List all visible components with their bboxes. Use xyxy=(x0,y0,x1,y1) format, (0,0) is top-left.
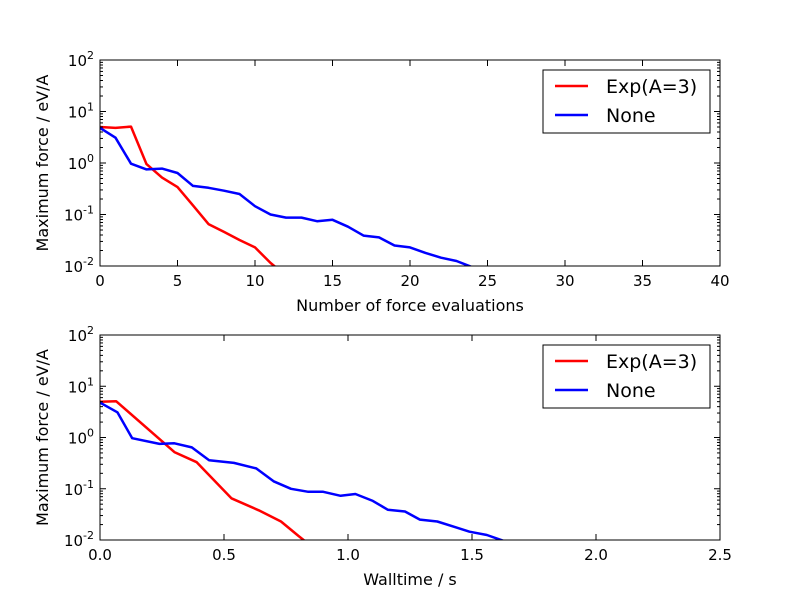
x-axis-label: Number of force evaluations xyxy=(296,296,524,315)
series-line-exp-a-3- xyxy=(100,125,277,266)
legend: Exp(A=3) None xyxy=(542,69,711,134)
x-tick-label: 1.5 xyxy=(460,546,484,564)
x-axis-label: Walltime / s xyxy=(363,570,457,589)
legend-label: None xyxy=(606,105,656,127)
x-tick-label: 10 xyxy=(245,272,264,290)
y-tick-label: 102 xyxy=(68,324,94,345)
y-tick-label: 101 xyxy=(68,101,94,122)
y-tick-label: 10-2 xyxy=(64,255,94,276)
x-tick-label: 35 xyxy=(633,272,652,290)
legend-label: None xyxy=(606,380,656,402)
legend-box xyxy=(542,344,711,409)
x-tick-label: 25 xyxy=(478,272,497,290)
x-tick-label: 1.0 xyxy=(336,546,360,564)
series-line-none xyxy=(100,126,474,266)
x-tick-label: 0.5 xyxy=(212,546,236,564)
series-line-none xyxy=(100,401,506,540)
x-tick-label: 0 xyxy=(95,272,105,290)
series-line-exp-a-3- xyxy=(100,399,306,540)
y-tick-label: 10-1 xyxy=(64,204,94,225)
chart-panel-2: 0.0 0.5 1.0 1.5 2.0 2.5 10-2 10-1 100 101 102 Wallt… xyxy=(33,324,732,589)
x-tick-label: 2.5 xyxy=(708,546,732,564)
y-tick-label: 100 xyxy=(68,427,94,448)
x-tick-label: 30 xyxy=(555,272,574,290)
x-tick-label: 20 xyxy=(400,272,419,290)
y-tick-label: 102 xyxy=(68,49,94,70)
x-tick-label: 0.0 xyxy=(88,546,112,564)
y-tick-label: 10-1 xyxy=(64,478,94,499)
y-axis-label: Maximum force / eV/A xyxy=(33,75,52,252)
y-tick-label: 10-2 xyxy=(64,529,94,550)
legend-box xyxy=(542,69,711,134)
legend-label: Exp(A=3) xyxy=(606,76,697,98)
x-tick-label: 2.0 xyxy=(584,546,608,564)
y-tick-label: 100 xyxy=(68,152,94,173)
y-axis-label: Maximum force / eV/A xyxy=(33,349,52,526)
x-tick-label: 15 xyxy=(323,272,342,290)
x-tick-label: 5 xyxy=(173,272,183,290)
legend: Exp(A=3) None xyxy=(542,344,711,409)
legend-label: Exp(A=3) xyxy=(606,351,697,373)
x-tick-label: 40 xyxy=(710,272,729,290)
chart-panel-1: 0 5 10 15 20 25 30 35 40 10-2 10-1 100 101 102 Number … xyxy=(33,49,730,315)
y-tick-label: 101 xyxy=(68,375,94,396)
